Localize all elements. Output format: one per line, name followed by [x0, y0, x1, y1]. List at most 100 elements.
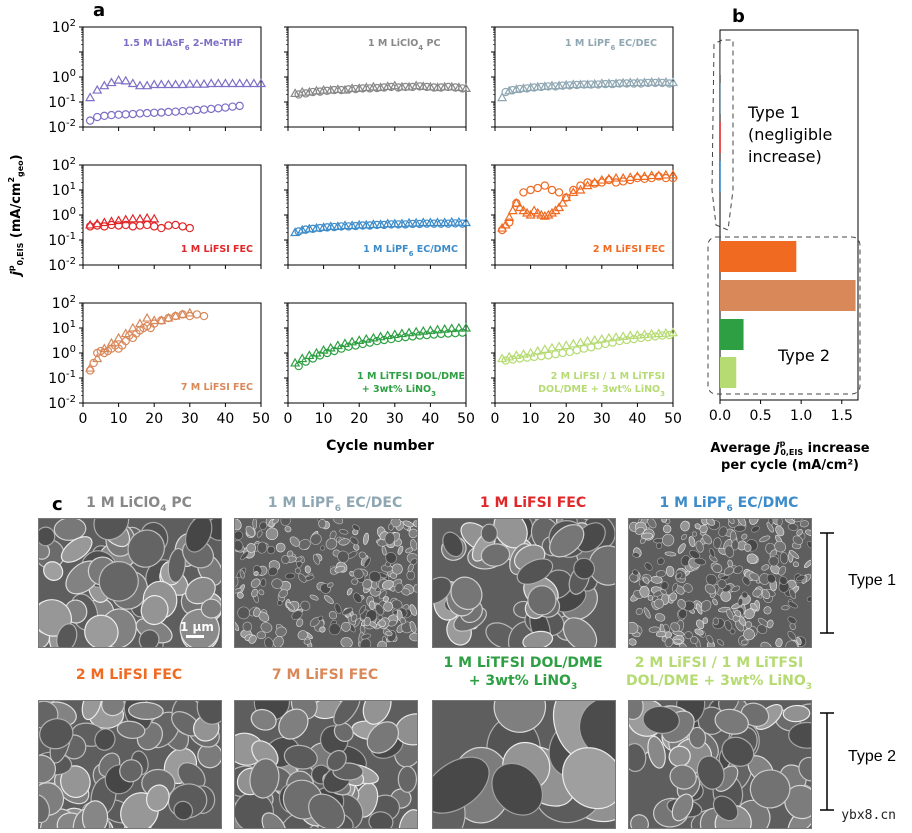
sem-grain — [310, 533, 322, 545]
type1-annotation-line2: (negligible — [748, 125, 832, 144]
sem-image-8 — [628, 700, 812, 829]
sem-grain — [235, 519, 242, 531]
data-point-circle — [185, 106, 194, 115]
sem-grain — [751, 525, 760, 533]
data-point-circle — [100, 222, 109, 231]
sem-grain — [275, 626, 287, 637]
data-point-circle — [157, 316, 166, 325]
x-tick-label: 30 — [386, 411, 404, 427]
data-point-triangle — [375, 219, 386, 229]
data-point-circle — [164, 107, 173, 117]
sem-grain — [718, 526, 728, 537]
data-point-triangle — [543, 209, 554, 219]
sem-grain — [250, 578, 261, 588]
sem-grain — [788, 721, 811, 749]
bar-1 — [720, 44, 721, 75]
data-point-circle — [512, 198, 521, 208]
sem-grain — [298, 539, 311, 550]
y-tick-exp: 2 — [70, 294, 76, 305]
sem-texture — [629, 519, 811, 647]
sem-grain — [300, 600, 311, 611]
sem-grain — [662, 533, 675, 547]
y-tick-exp: -2 — [66, 256, 76, 267]
sem-grain — [265, 527, 279, 540]
data-point-triangle — [554, 80, 565, 90]
x-tick-label: 0 — [284, 411, 293, 427]
sem-grain — [298, 573, 307, 583]
sem-grain — [173, 800, 194, 821]
sem-grain — [140, 595, 169, 626]
x-tick-label: 10 — [110, 411, 128, 427]
sem-grain — [778, 565, 787, 576]
sem-grain — [629, 638, 637, 646]
data-point-circle — [235, 101, 244, 111]
subplot-title: 2 M LiFSI FEC — [593, 244, 665, 255]
data-point-triangle — [497, 92, 508, 102]
data-point-triangle — [85, 92, 96, 102]
sem-grain — [670, 622, 681, 632]
sem-texture — [433, 519, 615, 647]
sem-grain — [640, 532, 654, 540]
sem-grain — [197, 742, 221, 769]
sem-grain — [235, 576, 239, 588]
scale-bar-label: 1 μm — [180, 620, 214, 634]
data-point-circle — [458, 84, 467, 93]
data-point-triangle — [404, 81, 415, 91]
data-point-circle — [565, 347, 574, 357]
data-point-triangle — [589, 334, 600, 344]
data-point-triangle — [539, 81, 550, 91]
y-tick-base: 10 — [52, 158, 70, 174]
sem-grain — [643, 607, 651, 619]
title-line1: 2 M LiFSI / 1 M LiTFSI — [634, 655, 804, 671]
data-point-triangle — [575, 79, 586, 89]
sem-grain — [334, 565, 346, 573]
panel-c-type1-label: Type 1 — [848, 572, 897, 589]
sem-grain — [275, 542, 286, 553]
sem-grain — [53, 519, 87, 541]
panel-c-type2-label: Type 2 — [848, 748, 897, 765]
sem-image-1 — [38, 518, 222, 648]
panel-c-title-1: 1 M LiClO4 PC — [38, 494, 240, 518]
sem-grain — [369, 571, 382, 583]
x-tick-label: 0.0 — [709, 408, 731, 424]
data-point-triangle — [85, 219, 96, 229]
x-tick-label: 10 — [315, 411, 333, 427]
sem-grain — [280, 519, 292, 526]
data-point-triangle — [213, 78, 224, 88]
sem-grain — [378, 590, 387, 600]
sem-grain — [81, 800, 109, 828]
data-point-circle — [294, 361, 303, 371]
x-tick-label: 50 — [664, 411, 682, 427]
sem-grain — [340, 637, 353, 647]
sem-grain — [741, 533, 748, 540]
y-tick-exp: 1 — [70, 319, 76, 330]
sem-grain — [285, 572, 296, 580]
data-point-triangle — [156, 79, 167, 89]
sem-grain — [253, 571, 259, 576]
sem-grain — [294, 567, 301, 574]
sem-grain — [491, 762, 543, 816]
sem-grain — [98, 561, 139, 602]
data-point-circle — [135, 221, 145, 230]
data-point-circle — [301, 357, 310, 366]
subplot-title-part: 1 M LiTFSI DOL/DME — [357, 371, 465, 382]
sem-grain — [246, 543, 257, 553]
x-axis-label: Cycle number — [326, 438, 434, 454]
data-point-circle — [93, 112, 102, 122]
data-point-triangle — [522, 207, 533, 217]
subplot-title-part: 1 M LiPF — [565, 38, 610, 49]
sem-grain — [629, 701, 644, 721]
sem-grain — [799, 520, 809, 528]
sem-grain — [385, 552, 397, 564]
sem-grain — [787, 616, 797, 625]
sem-grain — [731, 585, 741, 592]
data-point-triangle — [206, 78, 217, 88]
data-point-triangle — [149, 213, 160, 223]
title-line2: + 3wt% LiNO3 — [426, 672, 620, 696]
data-point-triangle — [142, 312, 153, 322]
data-point-circle — [562, 193, 571, 202]
subplot-8: 0 10 20 30 40 50 1 M LiTFSI DOL/DME + 3wt% LiNO… — [284, 302, 475, 427]
sem-grain — [796, 574, 806, 582]
y-tick-base: 10 — [52, 296, 70, 312]
sem-grain — [734, 525, 746, 532]
